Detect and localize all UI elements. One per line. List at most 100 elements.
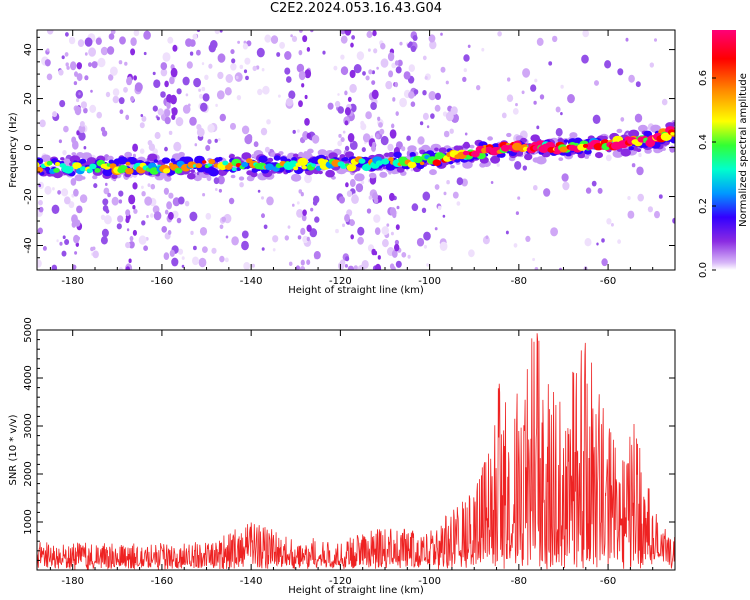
noise-blob — [251, 154, 255, 158]
noise-blob — [243, 69, 248, 74]
noise-blob — [594, 80, 599, 86]
ridge-blob — [55, 162, 61, 166]
noise-blob — [381, 226, 389, 236]
noise-streak-blob — [125, 266, 130, 270]
noise-blob — [84, 52, 88, 56]
noise-blob — [58, 139, 63, 144]
noise-blob — [395, 260, 402, 268]
ridge-blob — [407, 145, 417, 153]
noise-blob — [672, 217, 675, 224]
noise-blob — [118, 97, 125, 105]
noise-blob — [361, 147, 366, 153]
noise-blob — [617, 68, 624, 76]
ridge-blob — [342, 157, 349, 162]
noise-streak-blob — [371, 89, 379, 100]
ridge-blob — [229, 154, 235, 158]
noise-streak-blob — [392, 97, 396, 102]
noise-blob — [125, 242, 131, 249]
ridge-blob — [450, 165, 455, 169]
noise-streak-blob — [163, 252, 170, 260]
ridge-blob — [487, 136, 493, 141]
noise-blob — [57, 190, 61, 195]
noise-blob — [361, 260, 369, 269]
noise-blob — [181, 264, 185, 268]
noise-blob — [312, 200, 318, 206]
noise-blob — [299, 266, 306, 270]
noise-blob — [112, 95, 120, 104]
noise-blob — [143, 51, 147, 56]
colorbar-gradient — [712, 30, 736, 270]
noise-streak-blob — [377, 255, 381, 260]
noise-blob — [211, 247, 217, 254]
noise-blob — [423, 244, 427, 249]
ridge-blob — [170, 158, 176, 163]
noise-blob — [349, 83, 357, 93]
ridge-blob — [325, 169, 335, 178]
noise-streak-blob — [70, 61, 77, 71]
noise-blob — [340, 66, 349, 76]
noise-streak-blob — [389, 207, 397, 216]
noise-blob — [134, 82, 143, 92]
noise-blob — [66, 65, 70, 70]
noise-blob — [262, 85, 270, 95]
noise-blob — [346, 190, 353, 197]
colorbar: 0.0 0.2 0.4 0.6 Normalized spectral amplitu… — [698, 30, 749, 278]
noise-blob — [217, 71, 224, 80]
noise-streak-blob — [301, 214, 307, 222]
noise-blob — [430, 113, 435, 119]
noise-blob — [297, 129, 300, 133]
spectrogram-panel: -180 -160 -140 -120 -100 -80 -60 -40 -20 0 20 40 He… — [8, 29, 676, 296]
noise-blob — [443, 130, 450, 138]
x-tick-label: -60 — [600, 276, 616, 287]
noise-blob — [88, 62, 92, 67]
ridge-blob — [89, 163, 97, 170]
figure-title: C2E2.2024.053.16.43.G04 — [269, 1, 443, 16]
noise-blob — [517, 196, 521, 200]
noise-blob — [288, 261, 293, 266]
noise-blob — [225, 74, 234, 83]
ridge-blob — [584, 148, 592, 155]
noise-blob — [208, 63, 213, 69]
noise-streak-blob — [374, 263, 382, 270]
noise-blob — [371, 80, 376, 85]
snr-panel: -180 -160 -140 -120 -100 -80 -60 1000 2000 3000 40… — [8, 317, 676, 596]
noise-blob — [442, 214, 446, 218]
x-tick-label: -60 — [600, 576, 616, 587]
noise-blob — [148, 143, 156, 151]
noise-blob — [175, 117, 184, 127]
noise-blob — [552, 35, 558, 43]
noise-streak-blob — [164, 209, 169, 215]
noise-blob — [126, 228, 130, 232]
ridge-blob — [258, 155, 268, 163]
noise-streak-blob — [74, 71, 78, 77]
noise-blob — [181, 256, 185, 260]
ridge-blob — [217, 156, 223, 161]
noise-blob — [476, 85, 481, 91]
noise-blob — [333, 65, 338, 71]
x-tick-label: -80 — [511, 576, 527, 587]
noise-blob — [505, 230, 509, 235]
y-tick-label: 2000 — [23, 461, 34, 486]
noise-blob — [176, 88, 182, 95]
noise-streak-blob — [298, 70, 306, 81]
noise-blob — [445, 80, 449, 85]
noise-blob — [539, 94, 545, 100]
noise-streak-blob — [375, 133, 380, 139]
noise-blob — [353, 64, 362, 74]
noise-blob — [365, 75, 370, 81]
noise-blob — [353, 265, 358, 270]
noise-blob — [340, 54, 345, 60]
noise-blob — [61, 188, 69, 197]
noise-blob — [421, 207, 427, 213]
ridge-blob — [69, 155, 81, 164]
x-tick-label: -140 — [240, 576, 263, 587]
noise-streak-blob — [301, 83, 305, 88]
ridge-blob — [74, 174, 84, 182]
noise-streak-blob — [76, 73, 83, 82]
noise-blob — [550, 227, 558, 237]
noise-blob — [601, 238, 605, 243]
noise-blob — [97, 57, 106, 68]
noise-blob — [620, 117, 625, 122]
snr-series-line — [37, 333, 675, 570]
noise-blob — [647, 206, 654, 213]
